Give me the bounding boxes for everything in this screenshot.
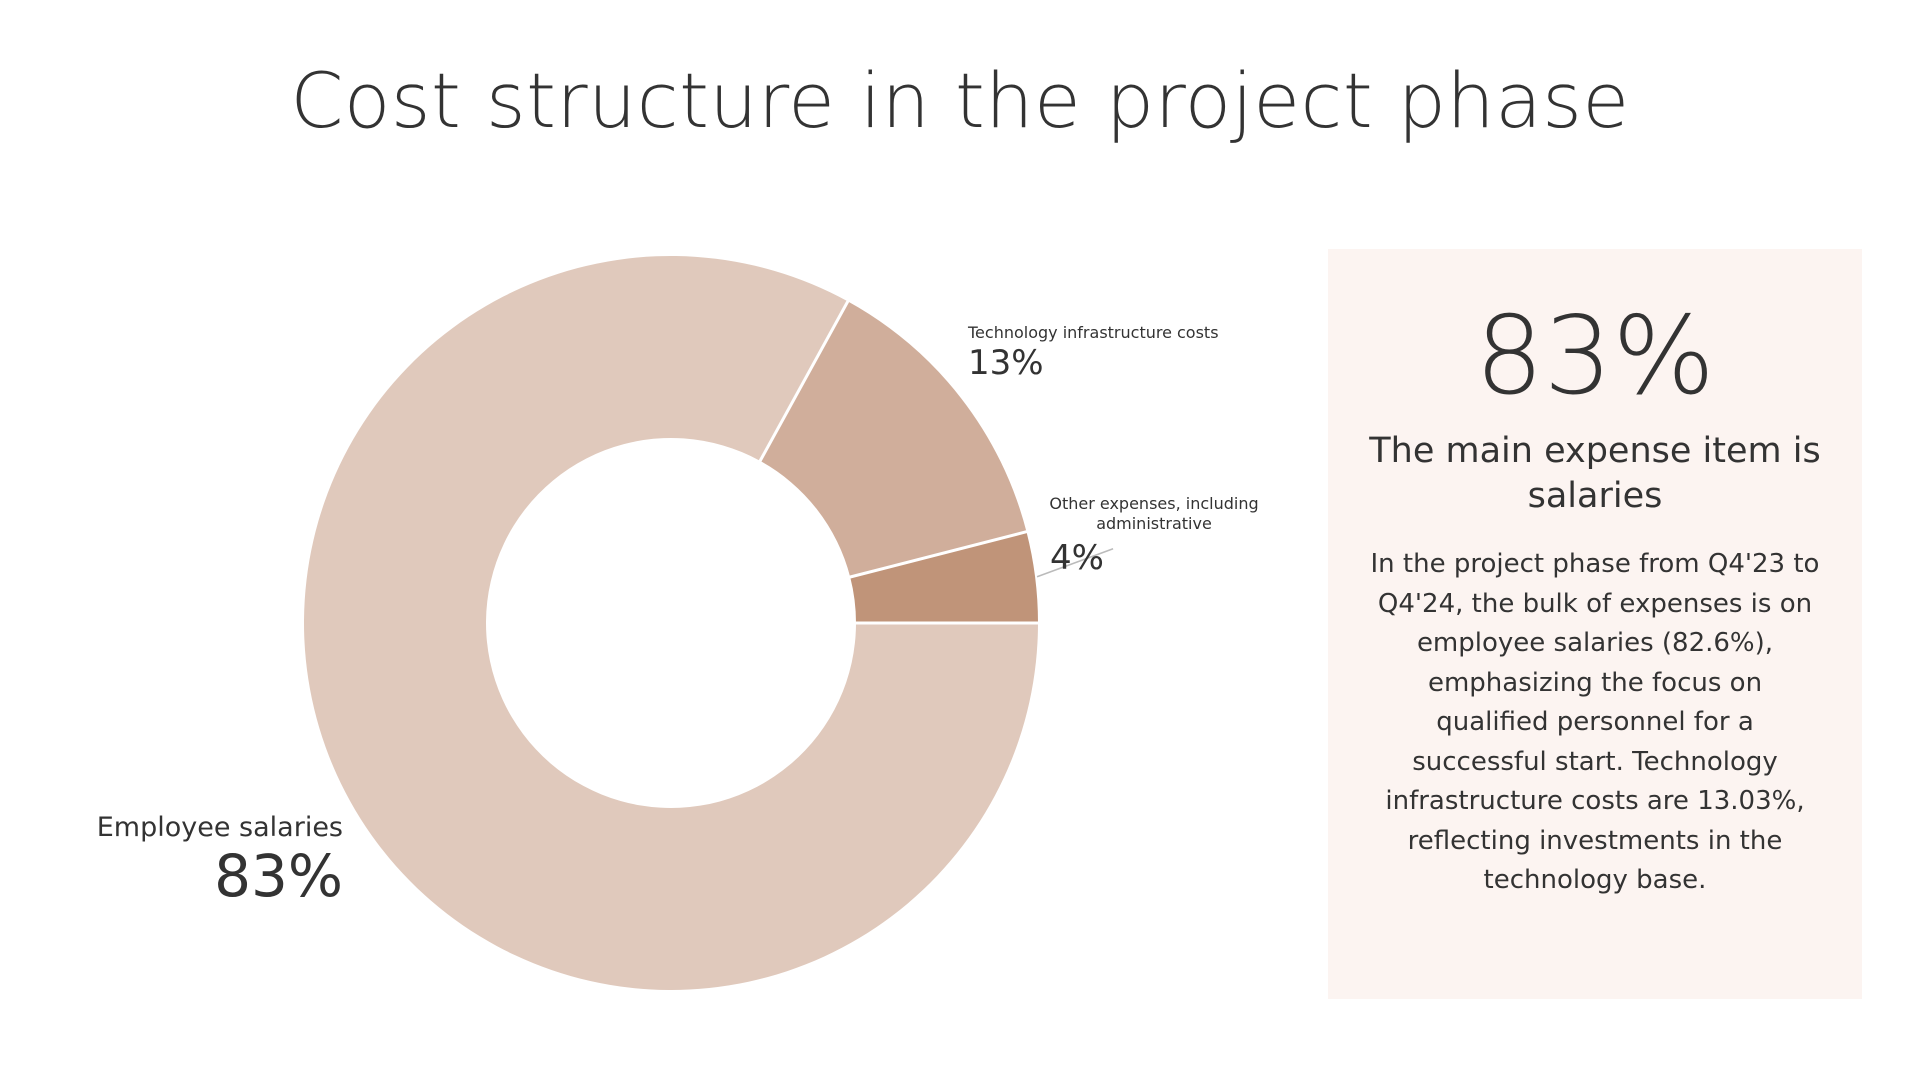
- other-leader-line: [1036, 548, 1114, 578]
- summary-big-number: 83%: [1474, 294, 1716, 419]
- salaries-label-value: 83%: [214, 842, 343, 910]
- slice-technology-infrastructure: [760, 301, 1027, 577]
- summary-panel: 83% The main expense item is salaries In…: [1328, 249, 1862, 999]
- tech-label-value: 13%: [968, 343, 1044, 383]
- salaries-label: Employee salaries 83%: [97, 812, 343, 908]
- other-label-value: 4%: [1050, 538, 1104, 578]
- slice-other-expenses: [850, 531, 1038, 623]
- slice-separator: [758, 299, 850, 463]
- other-label-name: Other expenses, including administrative: [1049, 494, 1259, 533]
- page-title: Cost structure in the project phase: [290, 56, 1630, 145]
- slice-separator: [848, 530, 1028, 579]
- slice-employee-salaries: [304, 256, 1039, 991]
- summary-headline: The main expense item is salaries: [1369, 431, 1821, 516]
- summary-body: In the project phase from Q4'23 to Q4'24…: [1370, 549, 1820, 895]
- tech-label-name: Technology infrastructure costs: [968, 323, 1219, 342]
- salaries-label-name: Employee salaries: [96, 812, 343, 843]
- donut-chart: [304, 256, 1114, 991]
- tech-label: Technology infrastructure costs 13%: [968, 323, 1219, 383]
